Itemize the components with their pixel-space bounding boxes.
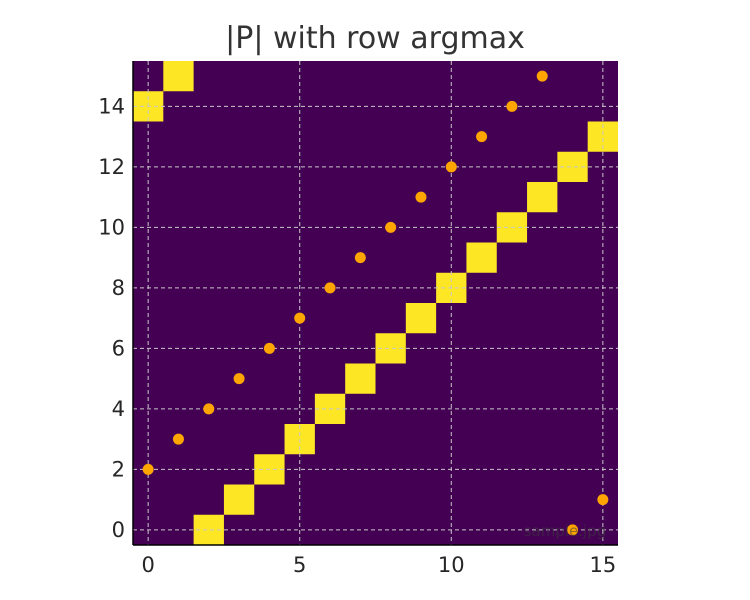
heatmap-background (133, 61, 618, 545)
x-tick-label: 10 (438, 553, 465, 577)
heatmap-cell (527, 182, 558, 213)
argmax-point (506, 100, 518, 112)
y-tick-label: 12 (98, 155, 125, 179)
argmax-point (263, 342, 275, 354)
y-tick-label: 4 (112, 397, 125, 421)
argmax-point (354, 252, 366, 264)
x-tick-label: 0 (141, 553, 154, 577)
argmax-point (172, 433, 184, 445)
y-tick-label: 8 (112, 276, 125, 300)
argmax-point (233, 373, 245, 385)
argmax-points (142, 70, 609, 536)
y-axis-ticks: 0 2 4 6 8 10 12 14 (98, 94, 125, 542)
plot-area: sample.jpg (133, 61, 618, 545)
axes (132, 61, 618, 546)
argmax-point (324, 282, 336, 294)
y-tick-label: 2 (112, 457, 125, 481)
x-axis-ticks: 0 5 10 15 (141, 553, 616, 577)
argmax-point (597, 494, 609, 506)
argmax-point (445, 161, 457, 173)
y-tick-label: 0 (112, 518, 125, 542)
argmax-point (415, 191, 427, 203)
watermark-text: sample.jpg (524, 522, 607, 540)
argmax-point (203, 403, 215, 415)
chart-title: |P| with row argmax (225, 21, 525, 56)
heatmap-cell (223, 484, 255, 515)
heatmap-cell (163, 61, 194, 92)
argmax-point (536, 70, 548, 82)
argmax-point (567, 524, 579, 536)
x-tick-label: 15 (589, 553, 616, 577)
y-tick-label: 14 (98, 94, 125, 118)
y-tick-label: 6 (112, 336, 125, 360)
argmax-point (294, 312, 306, 324)
x-tick-label: 5 (293, 553, 306, 577)
heatmap-cell (466, 242, 497, 273)
argmax-point (385, 221, 397, 233)
argmax-point (142, 463, 154, 475)
y-tick-label: 10 (98, 215, 125, 239)
argmax-point (476, 131, 488, 143)
heatmap-cell (345, 363, 376, 394)
heatmap-cell (405, 303, 437, 334)
